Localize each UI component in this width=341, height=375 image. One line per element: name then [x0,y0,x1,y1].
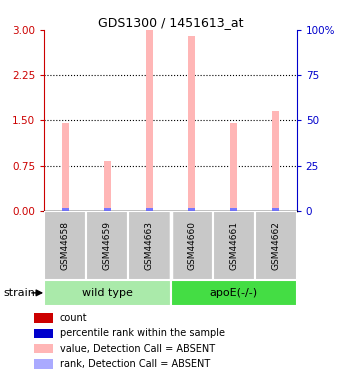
Text: GSM44662: GSM44662 [271,221,280,270]
Text: strain: strain [3,288,35,298]
Bar [170,211,212,280]
Bar [34,328,53,338]
Bar [170,280,297,306]
Bar [129,211,170,280]
Bar [104,208,111,211]
Text: GSM44659: GSM44659 [103,221,112,270]
Bar [44,211,86,280]
Bar [272,111,279,211]
Bar [230,208,237,211]
Bar [44,280,170,306]
Bar [146,30,153,211]
Text: GSM44661: GSM44661 [229,221,238,270]
Bar [34,359,53,369]
Bar [272,208,279,211]
Text: wild type: wild type [82,288,133,298]
Bar [255,211,297,280]
Text: GSM44660: GSM44660 [187,221,196,270]
Bar [146,208,153,211]
Bar [188,36,195,211]
Bar [86,211,129,280]
Bar [62,123,69,211]
Bar [62,208,69,211]
Text: count: count [60,313,87,323]
Title: GDS1300 / 1451613_at: GDS1300 / 1451613_at [98,16,243,29]
Bar [230,123,237,211]
Bar [34,313,53,323]
Bar [212,211,255,280]
Text: GSM44658: GSM44658 [61,221,70,270]
Text: GSM44663: GSM44663 [145,221,154,270]
Bar [188,208,195,211]
Text: percentile rank within the sample: percentile rank within the sample [60,328,225,338]
Bar [104,161,111,211]
Text: rank, Detection Call = ABSENT: rank, Detection Call = ABSENT [60,359,210,369]
Text: apoE(-/-): apoE(-/-) [209,288,258,298]
Bar [34,344,53,354]
Text: value, Detection Call = ABSENT: value, Detection Call = ABSENT [60,344,215,354]
